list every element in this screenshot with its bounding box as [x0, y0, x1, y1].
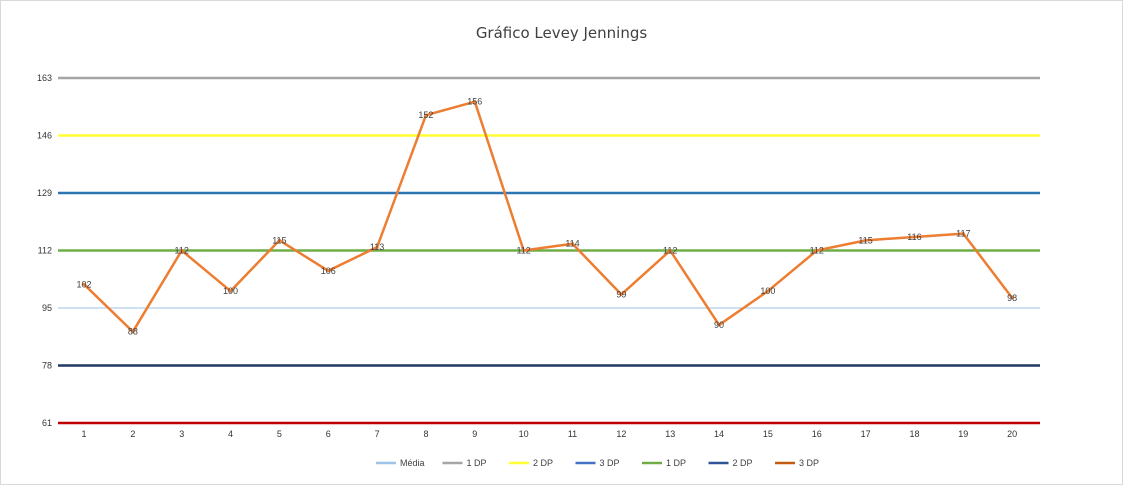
- legend-label: 2 DP: [533, 458, 553, 468]
- data-series: 102 88 112 100 115 106 113 152 156 112 114 99 112 90 1…: [76, 97, 1017, 337]
- y-tick-label: 95: [42, 303, 52, 313]
- x-tick-label: 14: [714, 429, 724, 439]
- legend-label: 2 DP: [733, 458, 753, 468]
- x-tick-label: 8: [423, 429, 428, 439]
- data-label: 100: [760, 286, 775, 296]
- x-tick-label: 1: [81, 429, 86, 439]
- data-point: [912, 235, 917, 239]
- x-tick-label: 15: [763, 429, 773, 439]
- data-point: [766, 289, 770, 293]
- data-point: [424, 113, 428, 117]
- data-point: [815, 248, 819, 253]
- x-tick-label: 7: [375, 429, 380, 439]
- y-tick-label: 112: [38, 246, 52, 256]
- y-axis-ticks: 61 78 95 112 129 146 163: [37, 73, 52, 428]
- x-tick-label: 17: [861, 429, 871, 439]
- x-tick-label: 2: [130, 429, 135, 439]
- x-tick-label: 9: [472, 429, 477, 439]
- data-point: [326, 269, 330, 273]
- data-point: [473, 100, 477, 104]
- x-tick-label: 16: [812, 429, 822, 439]
- x-tick-label: 6: [326, 429, 331, 439]
- data-point: [570, 242, 575, 246]
- data-point: [522, 248, 526, 253]
- data-label: 117: [956, 229, 970, 239]
- legend-item: 3 DP: [575, 458, 620, 468]
- y-tick-label: 129: [37, 188, 52, 198]
- data-label: 112: [663, 246, 677, 256]
- legend: Média 1 DP 2 DP 3 DP 1 DP 2 DP 3 DP: [376, 458, 819, 468]
- x-tick-label: 10: [519, 429, 529, 439]
- data-label: 100: [223, 286, 238, 296]
- data-label: 98: [1007, 293, 1017, 303]
- data-label: 114: [565, 239, 579, 249]
- legend-label: Média: [400, 458, 425, 468]
- legend-label: 3 DP: [600, 458, 620, 468]
- data-point: [864, 238, 868, 242]
- data-point: [180, 248, 184, 253]
- legend-item: 2 DP: [509, 458, 553, 468]
- y-tick-label: 78: [42, 361, 52, 371]
- data-point: [668, 248, 672, 253]
- data-label: 112: [810, 246, 824, 256]
- legend-label: 3 DP: [799, 458, 819, 468]
- data-label: 99: [616, 289, 626, 299]
- legend-label: 1 DP: [666, 458, 686, 468]
- x-tick-label: 19: [958, 429, 968, 439]
- data-label: 113: [370, 242, 384, 252]
- data-point: [961, 231, 965, 236]
- chart-title: Gráfico Levey Jennings: [475, 24, 648, 42]
- series-line: [83, 100, 1014, 333]
- x-tick-label: 4: [228, 429, 233, 439]
- data-point: [228, 289, 233, 293]
- x-tick-label: 3: [179, 429, 184, 439]
- legend-label: 1 DP: [467, 458, 487, 468]
- data-label: 112: [516, 246, 530, 256]
- x-tick-label: 20: [1007, 429, 1017, 439]
- data-label: 115: [272, 235, 286, 245]
- legend-item: 1 DP: [642, 458, 686, 468]
- data-label: 106: [321, 266, 336, 276]
- data-point: [1010, 296, 1014, 300]
- legend-item: 3 DP: [775, 458, 819, 468]
- legend-item: Média: [376, 458, 425, 468]
- data-label: 152: [418, 110, 433, 120]
- data-point: [717, 323, 721, 327]
- data-label: 156: [467, 97, 482, 107]
- x-tick-label: 5: [277, 429, 282, 439]
- y-tick-label: 61: [42, 418, 52, 428]
- data-point: [131, 330, 135, 334]
- data-label: 112: [175, 246, 189, 256]
- legend-item: 1 DP: [442, 458, 487, 468]
- data-label: 116: [907, 232, 921, 242]
- legend-item: 2 DP: [708, 458, 753, 468]
- data-label: 90: [714, 320, 724, 330]
- data-point: [619, 292, 623, 297]
- y-tick-label: 146: [37, 131, 52, 141]
- y-tick-label: 163: [37, 73, 52, 83]
- x-tick-label: 18: [909, 429, 919, 439]
- data-label: 115: [858, 235, 872, 245]
- data-point: [375, 245, 379, 249]
- data-point: [277, 238, 281, 242]
- x-tick-label: 12: [616, 429, 626, 439]
- x-axis-ticks: 1 2 3 4 5 6 7 8 9 10 11 12 13 14 15 16 17 18 19 20: [81, 429, 1017, 439]
- data-label: 102: [76, 279, 91, 289]
- data-label: 88: [128, 327, 138, 337]
- x-tick-label: 13: [665, 429, 675, 439]
- data-point: [82, 282, 86, 286]
- reference-lines: [58, 76, 1040, 425]
- x-tick-label: 11: [568, 429, 577, 439]
